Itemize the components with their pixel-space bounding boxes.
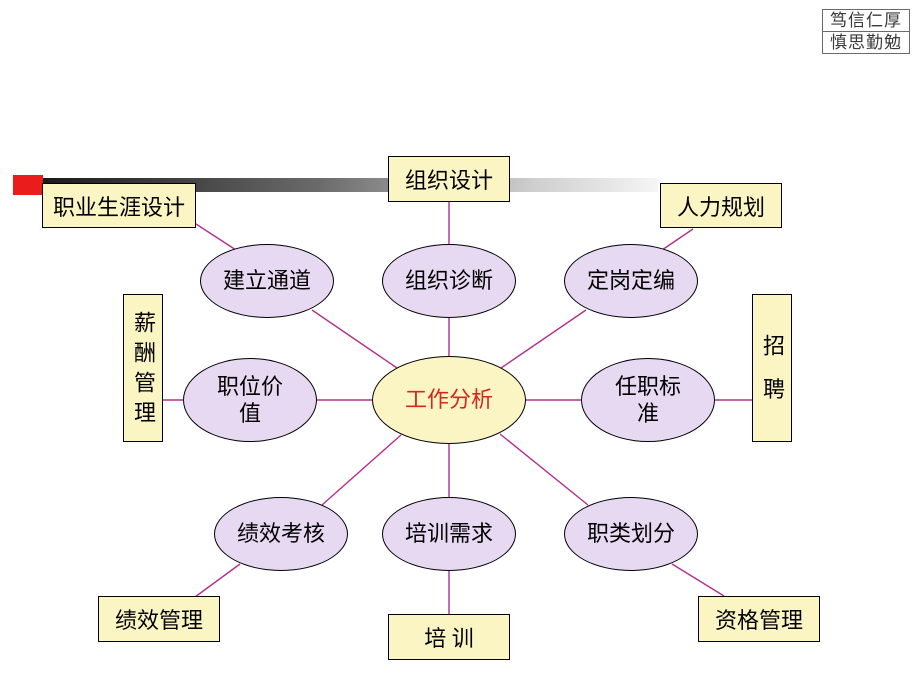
ellipse-label: 培训需求: [405, 520, 493, 548]
rect-recruit: 招 聘: [752, 294, 792, 442]
rect-label: 绩效管理: [115, 603, 203, 635]
rect-career-design: 职业生涯设计: [42, 183, 196, 228]
rect-qual-mgmt: 资格管理: [698, 596, 820, 642]
ellipse-label: 职位价值: [217, 373, 283, 428]
ellipse-diagnosis: 组织诊断: [382, 244, 516, 318]
rect-label: 组织设计: [405, 163, 493, 195]
ellipse-label: 组织诊断: [405, 267, 493, 295]
rect-label: 培 训: [424, 621, 474, 653]
ellipse-train-need: 培训需求: [382, 497, 516, 571]
ellipse-label: 绩效考核: [237, 520, 325, 548]
ellipse-perf-eval: 绩效考核: [214, 497, 348, 571]
motto-line-1: 笃信仁厚: [823, 10, 909, 32]
ellipse-job-value: 职位价值: [183, 358, 317, 442]
red-bar: [13, 175, 43, 195]
ellipse-label: 建立通道: [223, 267, 311, 295]
rect-label: 招 聘: [756, 334, 788, 408]
ellipse-center: 工作分析: [372, 356, 526, 444]
ellipse-label: 任职标准: [615, 373, 681, 428]
rect-org-design: 组织设计: [388, 156, 510, 202]
ellipse-label: 职类划分: [587, 520, 675, 548]
rect-label: 人力规划: [677, 190, 765, 222]
rect-perf-mgmt: 绩效管理: [98, 596, 220, 642]
ellipse-channel: 建立通道: [200, 244, 334, 318]
diagram-canvas: 笃信仁厚 慎思勤勉 组织设计 职业生涯设计 人力规划 薪酬管理 招 聘: [0, 0, 920, 690]
ellipse-job-class: 职类划分: [564, 497, 698, 571]
rect-label: 薪酬管理: [127, 311, 159, 431]
ellipse-label: 定岗定编: [587, 267, 675, 295]
rect-label: 职业生涯设计: [53, 190, 185, 222]
motto-line-2: 慎思勤勉: [823, 32, 909, 53]
rect-label: 资格管理: [715, 603, 803, 635]
ellipse-job-std: 任职标准: [581, 358, 715, 442]
rect-training: 培 训: [388, 614, 510, 660]
motto-box: 笃信仁厚 慎思勤勉: [822, 9, 910, 54]
rect-comp-mgmt: 薪酬管理: [123, 294, 163, 442]
ellipse-label: 工作分析: [405, 386, 493, 414]
ellipse-staffing: 定岗定编: [564, 244, 698, 318]
rect-hr-planning: 人力规划: [660, 183, 782, 228]
